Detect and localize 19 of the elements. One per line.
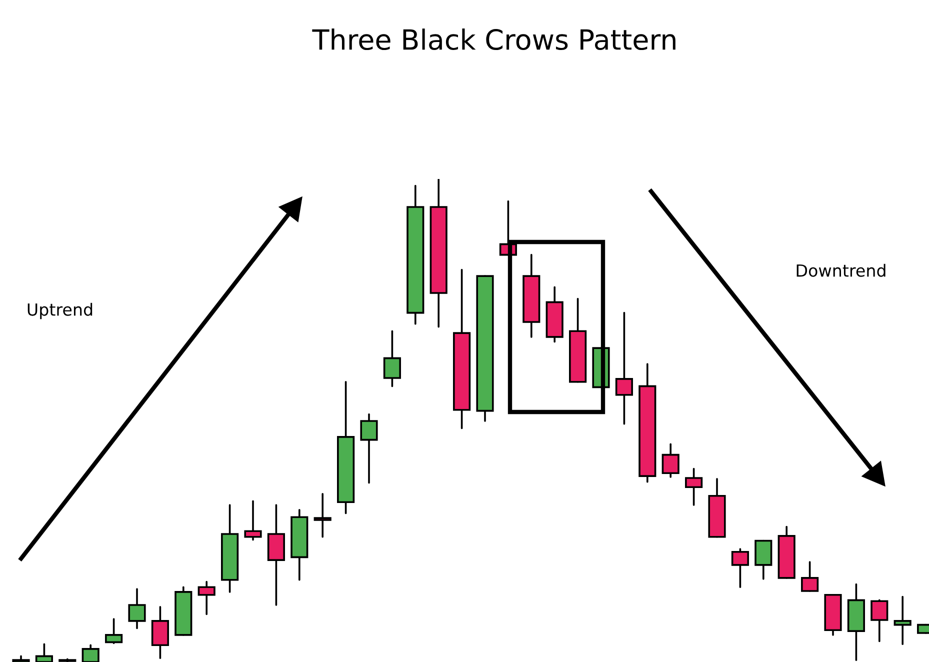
candlestick bbox=[685, 468, 703, 506]
candlestick bbox=[198, 580, 216, 616]
candlestick bbox=[35, 643, 53, 662]
chart-title: Three Black Crows Pattern bbox=[312, 28, 676, 50]
candlestick bbox=[105, 618, 123, 644]
candlestick bbox=[314, 493, 332, 538]
candlestick bbox=[662, 443, 680, 478]
candlestick bbox=[383, 330, 401, 388]
candlestick bbox=[128, 588, 146, 630]
candlestick bbox=[244, 500, 262, 541]
candlestick bbox=[82, 644, 100, 662]
candlestick bbox=[870, 599, 888, 642]
candlestick bbox=[801, 561, 819, 592]
candlestick bbox=[360, 413, 378, 484]
annotation: Uptrend bbox=[28, 302, 92, 320]
candlestick bbox=[731, 548, 749, 588]
candlestick bbox=[615, 312, 633, 425]
annotation: Downtrend bbox=[796, 264, 886, 277]
candlestick bbox=[894, 596, 912, 646]
